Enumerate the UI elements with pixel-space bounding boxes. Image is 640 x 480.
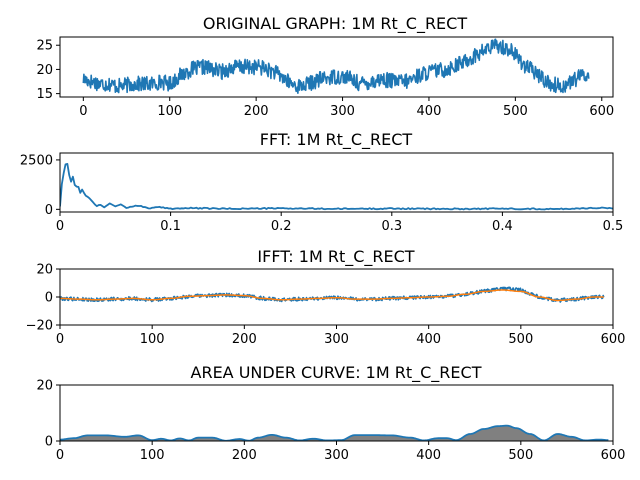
area-under-curve-x-tick-label: 300: [324, 448, 349, 463]
area-under-curve-x-tick-label: 100: [140, 448, 165, 463]
original-graph-x-tick-label: 500: [503, 104, 528, 119]
ifft-x-tick-label: 500: [508, 332, 533, 347]
original-graph-x-tick-label: 300: [330, 104, 355, 119]
original-graph-x-tick-label: 200: [244, 104, 269, 119]
area-under-curve-plot-area: [60, 424, 609, 441]
fft-x-tick-label: 0.4: [492, 219, 513, 234]
original-graph-y-tick-label: 25: [36, 39, 53, 54]
original-graph-y-tick-label: 20: [36, 63, 53, 78]
fft-x-tick-label: 0.5: [603, 219, 624, 234]
original-graph-axes-frame: [59, 36, 614, 98]
area-under-curve-panel: AREA UNDER CURVE: 1M Rt_C_RECT 0 100 200 30…: [36, 363, 625, 463]
area-under-curve-x-tick-label: 500: [508, 448, 533, 463]
area-under-curve-title: AREA UNDER CURVE: 1M Rt_C_RECT: [191, 363, 482, 383]
ifft-x-tick-label: 200: [232, 332, 257, 347]
original-graph-plot-area: [82, 38, 590, 94]
fft-y-tick-label: 2500: [20, 153, 53, 168]
original-graph-y-tick-label: 15: [36, 87, 53, 102]
fft-series-line-0: [60, 162, 613, 211]
fft-y-tick-label: 0: [45, 203, 53, 218]
area-under-curve-x-tick-label: 400: [416, 448, 441, 463]
original-graph-x-tick-label: 600: [589, 104, 614, 119]
original-graph-x-tick-label: 100: [157, 104, 182, 119]
ifft-y-tick-label: −20: [26, 319, 53, 334]
original-graph-x-tick-label: 0: [79, 104, 87, 119]
original-graph-title: ORIGINAL GRAPH: 1M Rt_C_RECT: [203, 14, 467, 34]
fft-x-tick-label: 0.2: [271, 219, 292, 234]
fft-axes-frame: [59, 152, 614, 213]
fft-x-tick-label: 0.3: [381, 219, 402, 234]
ifft-x-tick-label: 0: [56, 332, 64, 347]
area-under-curve-y-tick-label: 0: [45, 435, 53, 450]
original-graph-series-line-0: [82, 38, 590, 94]
ifft-y-tick-label: 20: [36, 263, 53, 278]
area-under-curve-series-line-0: [60, 424, 609, 441]
ifft-panel: IFFT: 1M Rt_C_RECT 0 100 200 300 400 500 600−2…: [26, 247, 626, 347]
area-under-curve-y-tick-label: 20: [36, 379, 53, 394]
ifft-x-tick-label: 400: [416, 332, 441, 347]
ifft-x-tick-label: 300: [324, 332, 349, 347]
area-under-curve-x-tick-label: 200: [232, 448, 257, 463]
ifft-x-tick-label: 100: [140, 332, 165, 347]
original-graph-x-tick-label: 400: [417, 104, 442, 119]
ifft-title: IFFT: 1M Rt_C_RECT: [257, 247, 414, 267]
area-under-curve-x-tick-label: 600: [601, 448, 626, 463]
ifft-y-tick-label: 0: [45, 291, 53, 306]
original-graph-panel: ORIGINAL GRAPH: 1M Rt_C_RECT 0 100 200 300 4…: [36, 14, 614, 119]
fft-x-tick-label: 0: [56, 219, 64, 234]
ifft-series-line-1: [60, 289, 604, 302]
ifft-x-tick-label: 600: [601, 332, 626, 347]
area-under-curve-x-tick-label: 0: [56, 448, 64, 463]
ifft-plot-area: [60, 286, 605, 303]
fft-panel: FFT: 1M Rt_C_RECT 0 0.1 0.2 0.3 0.4 0.5 0 2500: [20, 130, 623, 234]
fft-plot-area: [60, 162, 613, 211]
area-under-curve-area-fill: [60, 425, 609, 441]
fft-title: FFT: 1M Rt_C_RECT: [260, 130, 413, 150]
fft-x-tick-label: 0.1: [160, 219, 181, 234]
